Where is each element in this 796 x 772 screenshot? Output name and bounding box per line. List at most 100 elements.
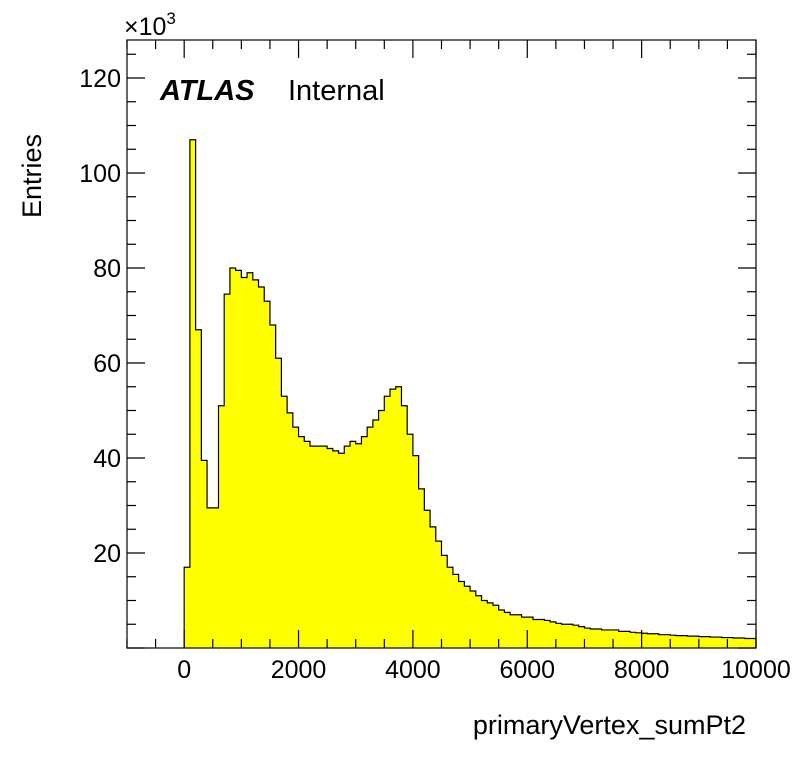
- histogram-bin: [618, 631, 625, 648]
- histogram-bin: [390, 389, 397, 648]
- histogram-bin: [510, 614, 517, 648]
- histogram-bin: [653, 633, 660, 648]
- histogram-bin: [378, 410, 385, 648]
- x-tick-label: 6000: [499, 656, 555, 684]
- histogram-bin: [715, 637, 723, 648]
- histogram-outline: [183, 139, 757, 648]
- axis-ticks: [126, 40, 757, 649]
- histogram-bin: [584, 628, 591, 648]
- histogram-bin: [418, 488, 425, 648]
- histogram-bin: [578, 626, 585, 648]
- histogram-bin: [664, 634, 671, 648]
- histogram-bin: [355, 443, 362, 648]
- histogram-bin: [309, 446, 317, 648]
- histogram-bin: [424, 510, 431, 648]
- histogram-bin: [492, 605, 500, 648]
- histogram-bin: [630, 632, 637, 648]
- histogram-bin: [738, 638, 745, 648]
- histogram-bin: [447, 567, 454, 648]
- histogram-bin: [350, 441, 357, 648]
- histogram-bin: [321, 446, 328, 648]
- histogram-bin: [338, 453, 345, 648]
- histogram-bin: [229, 268, 237, 648]
- histogram-bin: [481, 600, 488, 648]
- histogram-bin: [555, 623, 562, 648]
- histogram-bin: [544, 620, 551, 648]
- histogram-bin: [521, 617, 528, 648]
- histogram-bin: [201, 460, 208, 648]
- x-tick-label: 4000: [385, 656, 441, 684]
- histogram-bin: [407, 434, 414, 648]
- histogram-bin: [361, 436, 368, 648]
- histogram-bin: [344, 446, 351, 648]
- histogram-bin: [195, 329, 202, 648]
- histogram-bin: [704, 636, 711, 648]
- histogram-bin: [372, 420, 379, 648]
- histogram-bin: [212, 507, 219, 648]
- histogram-bin: [184, 567, 191, 648]
- histogram-bin: [515, 614, 522, 648]
- histogram-bin: [252, 279, 259, 648]
- histogram-bin: [635, 632, 643, 648]
- histogram-bin: [658, 634, 665, 648]
- histogram-bin: [430, 526, 437, 648]
- histogram-bars: [184, 139, 757, 648]
- histogram-bin: [750, 638, 757, 648]
- histogram-bin: [207, 507, 214, 648]
- histogram-bin: [304, 441, 311, 648]
- histogram-bin: [395, 386, 402, 648]
- histogram-bin: [675, 635, 683, 648]
- histogram-bin: [458, 581, 465, 648]
- histogram-bin: [670, 635, 677, 648]
- histogram-bin: [721, 637, 728, 648]
- histogram-bin: [269, 325, 277, 648]
- histogram-bin: [744, 638, 751, 648]
- y-tick-label: 100: [79, 160, 121, 188]
- x-tick-label: 10000: [721, 656, 791, 684]
- histogram-bin: [624, 631, 631, 648]
- y-tick-label: 60: [93, 350, 121, 378]
- histogram-bin: [412, 455, 420, 648]
- y-tick-label: 120: [79, 65, 121, 93]
- histogram-bin: [687, 636, 694, 648]
- histogram-bin: [384, 396, 391, 648]
- histogram-bin: [567, 624, 574, 648]
- y-tick-label: 40: [93, 445, 121, 473]
- x-axis-title: primaryVertex_sumPt2: [473, 710, 746, 740]
- histogram-bin: [647, 633, 654, 648]
- histogram-bin: [247, 272, 254, 648]
- histogram-bin: [487, 602, 494, 648]
- y-tick-label: 80: [93, 255, 121, 283]
- histogram-bin: [613, 629, 620, 648]
- status-label: Internal: [288, 75, 385, 107]
- y-axis-title: Entries: [17, 134, 47, 218]
- histogram-bin: [527, 617, 534, 648]
- histogram-bin: [287, 412, 294, 648]
- histogram-bin: [332, 450, 339, 648]
- histogram-bin: [189, 139, 197, 648]
- histogram-bin: [498, 610, 505, 648]
- histogram-bin: [693, 636, 700, 648]
- histogram-bin: [264, 301, 271, 648]
- x-tick-label: 0: [177, 656, 191, 684]
- x-tick-labels: 0 2000 4000 6000 8000 10000: [177, 656, 791, 684]
- histogram-bin: [607, 629, 614, 648]
- histogram-bin: [470, 591, 477, 648]
- experiment-label: ATLAS: [159, 75, 255, 107]
- histogram-bin: [561, 624, 568, 648]
- histogram-bin: [698, 636, 705, 648]
- histogram-bin: [401, 405, 408, 648]
- histogram-bin: [538, 619, 545, 648]
- histogram-bin: [710, 637, 717, 648]
- histogram-bin: [573, 625, 580, 648]
- histogram-bin: [733, 638, 740, 648]
- histogram-bin: [224, 294, 231, 648]
- histogram-bin: [727, 637, 734, 648]
- histogram-bin: [595, 629, 603, 648]
- histogram-bin: [281, 396, 288, 648]
- histogram-bin: [218, 405, 225, 648]
- histogram-bin: [235, 270, 242, 648]
- histogram-bin: [327, 448, 334, 648]
- histogram-bin: [590, 629, 597, 648]
